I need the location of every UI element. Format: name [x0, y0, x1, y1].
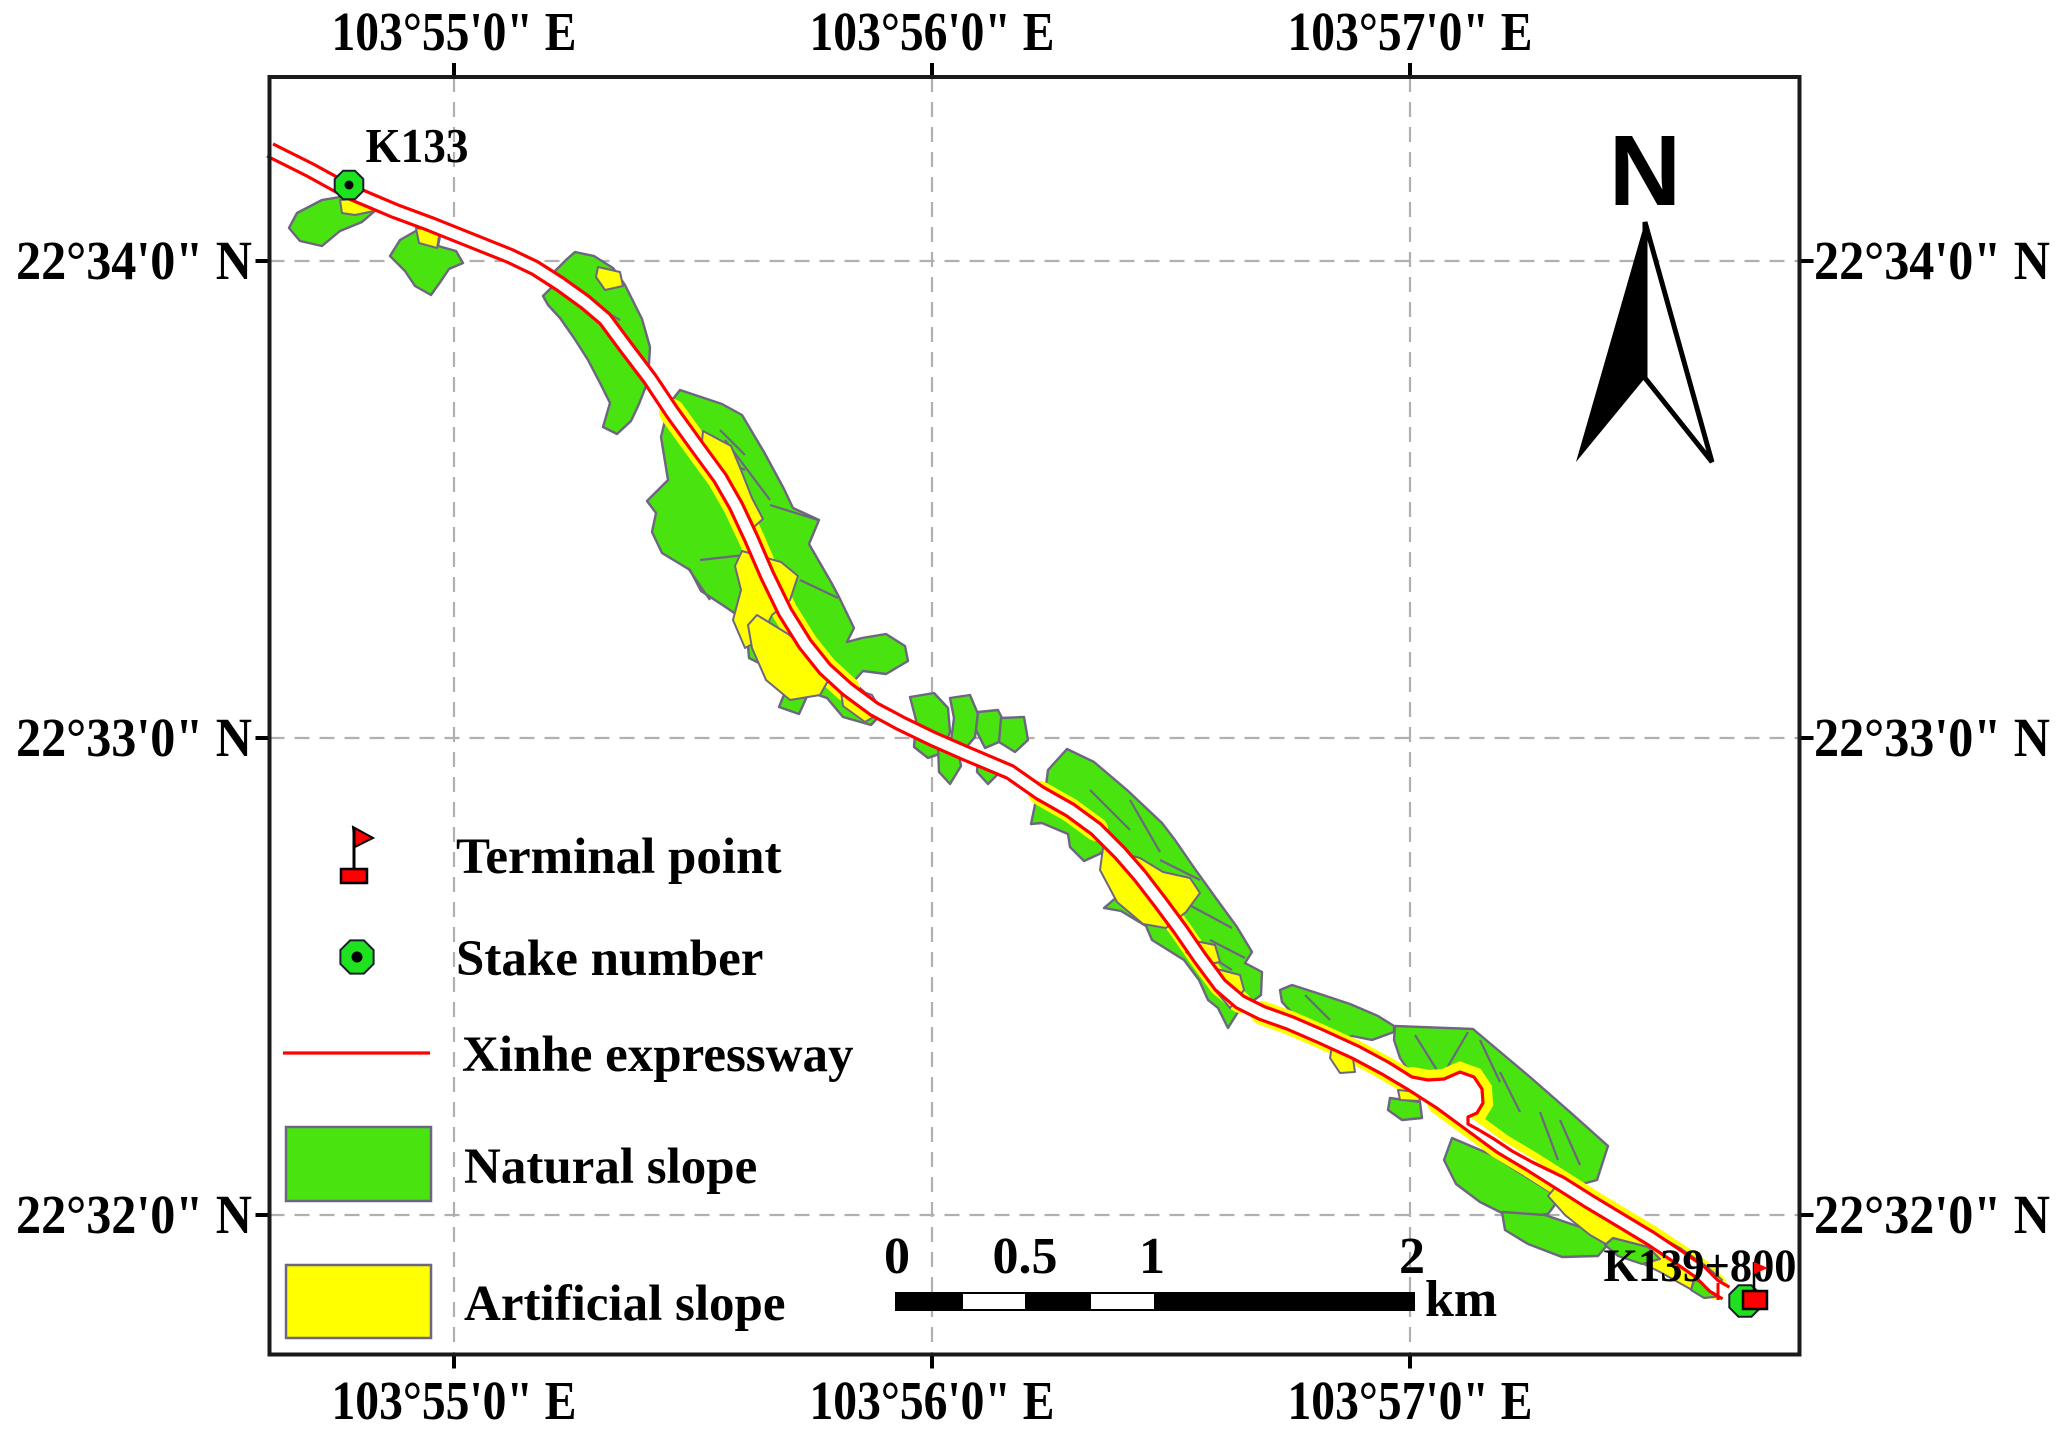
svg-text:Xinhe expressway: Xinhe expressway: [462, 1027, 854, 1083]
svg-text:0.5: 0.5: [993, 1228, 1058, 1285]
svg-text:Natural slope: Natural slope: [464, 1139, 757, 1195]
svg-text:22°32'0" N: 22°32'0" N: [16, 1184, 252, 1245]
svg-text:22°32'0" N: 22°32'0" N: [1814, 1184, 2050, 1245]
svg-text:km: km: [1425, 1271, 1497, 1328]
svg-text:0: 0: [884, 1228, 910, 1285]
svg-text:2: 2: [1399, 1228, 1425, 1285]
svg-text:K139+800: K139+800: [1604, 1240, 1797, 1292]
svg-text:22°33'0" N: 22°33'0" N: [16, 707, 252, 768]
svg-text:Artificial slope: Artificial slope: [464, 1276, 786, 1332]
svg-text:N: N: [1609, 115, 1681, 227]
svg-text:103°56'0" E: 103°56'0" E: [810, 1, 1055, 62]
svg-text:103°56'0" E: 103°56'0" E: [810, 1370, 1055, 1431]
svg-text:103°55'0" E: 103°55'0" E: [332, 1370, 577, 1431]
svg-text:1: 1: [1139, 1228, 1165, 1285]
svg-text:22°33'0" N: 22°33'0" N: [1814, 707, 2050, 768]
svg-text:103°55'0" E: 103°55'0" E: [332, 1, 577, 62]
svg-text:103°57'0" E: 103°57'0" E: [1288, 1, 1533, 62]
svg-text:Stake number: Stake number: [456, 931, 763, 987]
svg-text:22°34'0" N: 22°34'0" N: [16, 230, 252, 291]
svg-text:K133: K133: [366, 118, 469, 173]
svg-text:22°34'0" N: 22°34'0" N: [1814, 230, 2050, 291]
svg-text:Terminal point: Terminal point: [456, 829, 781, 885]
svg-text:103°57'0" E: 103°57'0" E: [1288, 1370, 1533, 1431]
